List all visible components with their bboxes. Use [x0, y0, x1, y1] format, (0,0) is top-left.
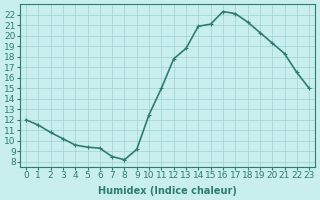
X-axis label: Humidex (Indice chaleur): Humidex (Indice chaleur)	[98, 186, 237, 196]
